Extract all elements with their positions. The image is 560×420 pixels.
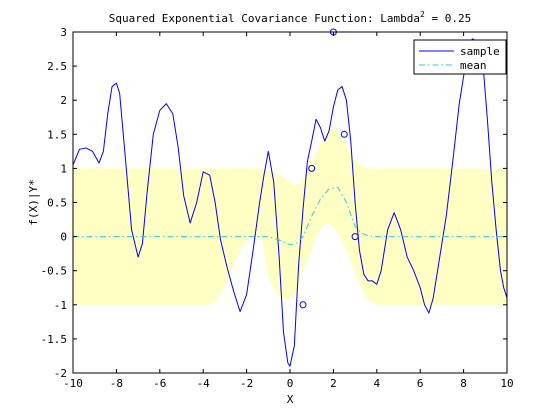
- chart-title-suffix: = 0.25: [425, 12, 471, 25]
- y-axis-label: f(X)|Y*: [27, 179, 40, 225]
- x-tick-label: 4: [373, 377, 380, 390]
- y-tick-label: -2: [54, 367, 67, 380]
- y-tick-label: 2.5: [47, 60, 67, 73]
- chart-title-main: Squared Exponential Covariance Function:…: [109, 12, 420, 25]
- y-tick-label: 1.5: [47, 128, 67, 141]
- x-axis-label: X: [287, 393, 294, 406]
- y-tick-label: -1: [54, 299, 67, 312]
- x-tick-label: 10: [500, 377, 513, 390]
- legend-label-mean: mean: [460, 59, 487, 72]
- x-tick-label: 2: [330, 377, 337, 390]
- y-tick-label: 0.5: [47, 197, 67, 210]
- y-tick-label: 3: [60, 26, 67, 39]
- x-tick-label: -4: [197, 377, 211, 390]
- y-tick-label: 1: [60, 162, 67, 175]
- chart-title: Squared Exponential Covariance Function:…: [109, 10, 471, 25]
- x-tick-label: -2: [240, 377, 253, 390]
- y-tick-label: -1.5: [41, 333, 68, 346]
- y-tick-label: 0: [60, 231, 67, 244]
- legend-label-sample: sample: [460, 45, 500, 58]
- x-tick-label: 8: [460, 377, 467, 390]
- x-tick-label: -6: [153, 377, 166, 390]
- y-tick-label: 2: [60, 94, 67, 107]
- x-tick-label: 6: [417, 377, 424, 390]
- y-tick-label: -0.5: [41, 265, 68, 278]
- x-tick-label: 0: [287, 377, 294, 390]
- x-tick-label: -8: [110, 377, 123, 390]
